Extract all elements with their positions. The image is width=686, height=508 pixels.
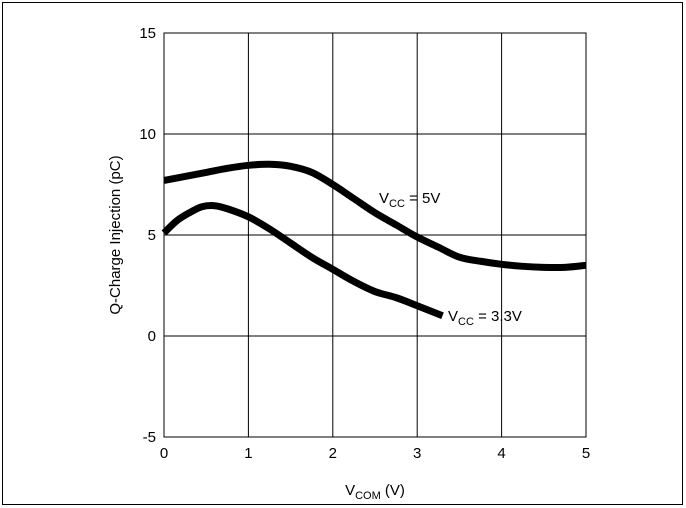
x-tick-label: 0 xyxy=(160,445,168,462)
x-axis-title-rest: (V) xyxy=(381,482,405,499)
series-labels: VCC = 5V VCC = 3.3V xyxy=(379,190,522,328)
y-tick-label: 0 xyxy=(148,328,156,345)
y-tick-label: 10 xyxy=(139,126,156,143)
plot-area-border xyxy=(163,32,587,438)
x-axis-title-sub: COM xyxy=(355,490,381,502)
series-lines xyxy=(161,160,587,320)
x-tick-label: 3 xyxy=(413,445,421,462)
x-axis-title-main: V xyxy=(345,482,355,499)
y-tick-label: 5 xyxy=(148,227,156,244)
series-line-1 xyxy=(161,202,444,320)
series-label-1: VCC = 3.3V xyxy=(448,308,522,328)
x-axis-title: VCOM (V) xyxy=(345,482,405,502)
series-line-0 xyxy=(163,160,587,272)
x-tick-label: 2 xyxy=(329,445,337,462)
y-axis-title: Q-Charge Injection (pC) xyxy=(107,155,124,314)
y-tick-label: -5 xyxy=(143,429,156,446)
x-tick-label: 1 xyxy=(244,445,252,462)
grid xyxy=(163,32,587,438)
x-tick-label: 5 xyxy=(582,445,590,462)
series-label-0: VCC = 5V xyxy=(379,190,440,210)
y-tick-label: 15 xyxy=(139,25,156,42)
x-tick-label: 4 xyxy=(497,445,505,462)
